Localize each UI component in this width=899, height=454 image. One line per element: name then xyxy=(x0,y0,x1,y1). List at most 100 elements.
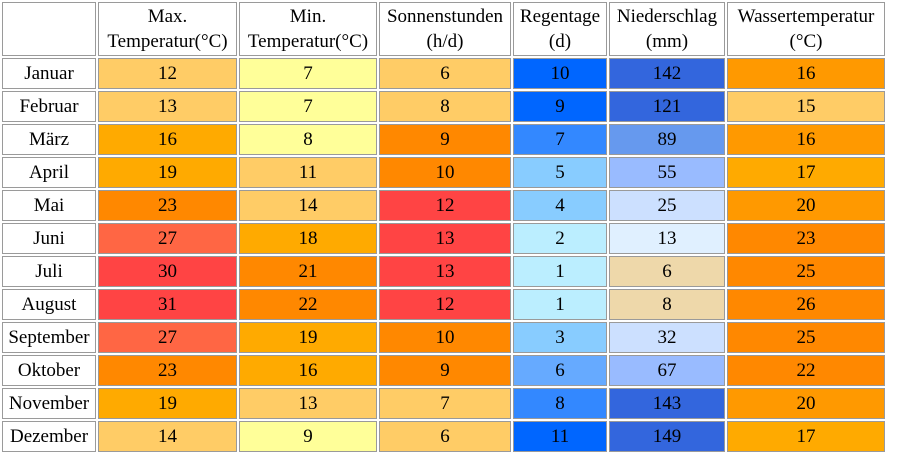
water-temp-cell: 25 xyxy=(727,322,885,353)
rain-days-cell: 9 xyxy=(513,91,607,122)
precipitation-cell: 55 xyxy=(609,157,725,188)
corner-cell xyxy=(2,2,96,56)
sunshine-cell: 12 xyxy=(379,289,511,320)
max-temp-cell: 27 xyxy=(98,223,237,254)
precipitation-cell: 89 xyxy=(609,124,725,155)
month-label: April xyxy=(2,157,96,188)
month-label: Oktober xyxy=(2,355,96,386)
header-line: (d) xyxy=(548,31,572,52)
min-temp-cell: 19 xyxy=(239,322,377,353)
precipitation-cell: 6 xyxy=(609,256,725,287)
water-temp-cell: 22 xyxy=(727,355,885,386)
rain-days-cell: 10 xyxy=(513,58,607,89)
sunshine-cell: 13 xyxy=(379,223,511,254)
month-label: Februar xyxy=(2,91,96,122)
sunshine-cell: 10 xyxy=(379,322,511,353)
table-row: Dezember 14 9 6 11 149 17 xyxy=(2,421,885,452)
month-label: Mai xyxy=(2,190,96,221)
header-line: Temperatur(°C) xyxy=(107,31,228,52)
precipitation-cell: 13 xyxy=(609,223,725,254)
rain-days-cell: 8 xyxy=(513,388,607,419)
month-label: Juli xyxy=(2,256,96,287)
table-row: April 19 11 10 5 55 17 xyxy=(2,157,885,188)
min-temp-cell: 13 xyxy=(239,388,377,419)
max-temp-cell: 23 xyxy=(98,355,237,386)
rain-days-cell: 1 xyxy=(513,289,607,320)
max-temp-cell: 31 xyxy=(98,289,237,320)
header-max-temp: Max. Temperatur(°C) xyxy=(98,2,237,56)
max-temp-cell: 14 xyxy=(98,421,237,452)
rain-days-cell: 5 xyxy=(513,157,607,188)
max-temp-cell: 27 xyxy=(98,322,237,353)
month-label: Dezember xyxy=(2,421,96,452)
table-row: Mai 23 14 12 4 25 20 xyxy=(2,190,885,221)
table-row: Juni 27 18 13 2 13 23 xyxy=(2,223,885,254)
month-label: Januar xyxy=(2,58,96,89)
rain-days-cell: 3 xyxy=(513,322,607,353)
table-row: Januar 12 7 6 10 142 16 xyxy=(2,58,885,89)
rain-days-cell: 6 xyxy=(513,355,607,386)
table-row: August 31 22 12 1 8 26 xyxy=(2,289,885,320)
sunshine-cell: 10 xyxy=(379,157,511,188)
rain-days-cell: 1 xyxy=(513,256,607,287)
header-line: Sonnenstunden xyxy=(386,6,504,27)
min-temp-cell: 7 xyxy=(239,58,377,89)
min-temp-cell: 22 xyxy=(239,289,377,320)
table-row: Februar 13 7 8 9 121 15 xyxy=(2,91,885,122)
precipitation-cell: 67 xyxy=(609,355,725,386)
header-line: (°C) xyxy=(789,31,823,52)
header-precipitation: Niederschlag (mm) xyxy=(609,2,725,56)
max-temp-cell: 19 xyxy=(98,157,237,188)
month-label: Juni xyxy=(2,223,96,254)
precipitation-cell: 149 xyxy=(609,421,725,452)
sunshine-cell: 6 xyxy=(379,58,511,89)
rain-days-cell: 7 xyxy=(513,124,607,155)
rain-days-cell: 11 xyxy=(513,421,607,452)
sunshine-cell: 8 xyxy=(379,91,511,122)
water-temp-cell: 16 xyxy=(727,124,885,155)
month-label: November xyxy=(2,388,96,419)
table-body: Januar 12 7 6 10 142 16 Februar 13 7 8 9 121 15 März 16… xyxy=(2,58,885,452)
header-rain-days: Regentage (d) xyxy=(513,2,607,56)
header-water-temp: Wassertemperatur (°C) xyxy=(727,2,885,56)
min-temp-cell: 18 xyxy=(239,223,377,254)
month-label: August xyxy=(2,289,96,320)
precipitation-cell: 32 xyxy=(609,322,725,353)
sunshine-cell: 7 xyxy=(379,388,511,419)
sunshine-cell: 9 xyxy=(379,124,511,155)
precipitation-cell: 121 xyxy=(609,91,725,122)
water-temp-cell: 25 xyxy=(727,256,885,287)
rain-days-cell: 2 xyxy=(513,223,607,254)
header-min-temp: Min. Temperatur(°C) xyxy=(239,2,377,56)
sunshine-cell: 12 xyxy=(379,190,511,221)
header-sunshine: Sonnenstunden (h/d) xyxy=(379,2,511,56)
water-temp-cell: 26 xyxy=(727,289,885,320)
table-row: Juli 30 21 13 1 6 25 xyxy=(2,256,885,287)
min-temp-cell: 9 xyxy=(239,421,377,452)
month-label: März xyxy=(2,124,96,155)
min-temp-cell: 16 xyxy=(239,355,377,386)
min-temp-cell: 14 xyxy=(239,190,377,221)
max-temp-cell: 16 xyxy=(98,124,237,155)
max-temp-cell: 19 xyxy=(98,388,237,419)
header-line: (h/d) xyxy=(426,31,464,52)
table-row: Oktober 23 16 9 6 67 22 xyxy=(2,355,885,386)
water-temp-cell: 17 xyxy=(727,421,885,452)
rain-days-cell: 4 xyxy=(513,190,607,221)
header-line: (mm) xyxy=(645,31,689,52)
month-label: September xyxy=(2,322,96,353)
header-row: Max. Temperatur(°C) Min. Temperatur(°C) So… xyxy=(2,2,885,56)
water-temp-cell: 20 xyxy=(727,388,885,419)
table-row: März 16 8 9 7 89 16 xyxy=(2,124,885,155)
min-temp-cell: 8 xyxy=(239,124,377,155)
sunshine-cell: 13 xyxy=(379,256,511,287)
header-line: Wassertemperatur xyxy=(737,6,875,27)
water-temp-cell: 23 xyxy=(727,223,885,254)
sunshine-cell: 9 xyxy=(379,355,511,386)
max-temp-cell: 13 xyxy=(98,91,237,122)
precipitation-cell: 8 xyxy=(609,289,725,320)
precipitation-cell: 142 xyxy=(609,58,725,89)
water-temp-cell: 15 xyxy=(727,91,885,122)
min-temp-cell: 21 xyxy=(239,256,377,287)
